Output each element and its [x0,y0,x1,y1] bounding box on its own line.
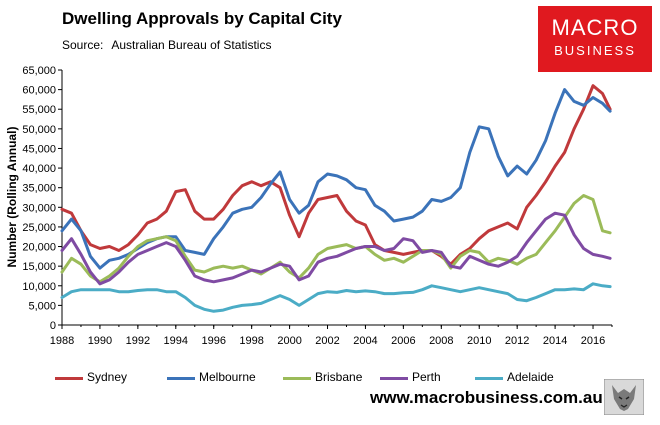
y-tick-label: 25,000 [22,222,56,234]
source-text: Australian Bureau of Statistics [111,38,272,52]
source-label: Source: [62,38,104,52]
y-tick-label: 5,000 [28,300,56,312]
y-tick-label: 20,000 [22,242,56,254]
x-tick-label: 2000 [277,335,301,347]
legend-swatch-sydney [55,377,83,380]
legend-label-melbourne: Melbourne [199,370,256,384]
x-tick-label: 2014 [543,335,567,347]
x-tick-label: 2006 [391,335,415,347]
logo-line-1: MACRO [551,15,639,40]
series-line-adelaide [60,282,612,313]
series-line-perth [60,211,612,286]
y-tick-label: 60,000 [22,85,56,97]
x-tick-label: 2008 [429,335,453,347]
y-tick-label: 35,000 [22,183,56,195]
legend-swatch-brisbane [283,377,311,380]
x-tick-label: 1998 [239,335,263,347]
legend-label-adelaide: Adelaide [507,370,554,384]
legend-swatch-perth [380,377,408,380]
legend-swatch-adelaide [475,377,503,380]
y-tick-label: 15,000 [22,261,56,273]
y-tick-label: 40,000 [22,163,56,175]
x-tick-label: 1994 [164,335,188,347]
x-tick-label: 2010 [467,335,491,347]
chart-source: Source: Australian Bureau of Statistics [62,38,271,52]
y-tick-label: 10,000 [22,281,56,293]
chart-axes: 0 5,000 10,000 15,000 20,000 25,000 30,000 35,0… [22,65,613,347]
legend-label-brisbane: Brisbane [315,370,363,384]
x-tick-label: 2002 [315,335,339,347]
x-tick-label: 2004 [353,335,377,347]
legend-label-perth: Perth [412,370,441,384]
chart-title: Dwelling Approvals by Capital City [62,9,342,28]
x-tick-label: 1990 [88,335,112,347]
legend-label-sydney: Sydney [87,370,128,384]
website-url[interactable]: www.macrobusiness.com.au [370,388,603,407]
x-tick-label: 2012 [505,335,529,347]
y-tick-label: 30,000 [22,202,56,214]
y-tick-label: 0 [50,320,56,332]
x-tick-label: 1992 [126,335,150,347]
x-tick-label: 1988 [50,335,74,347]
series-line-sydney [60,84,612,266]
x-tick-label: 1996 [201,335,225,347]
y-axis-label: Number (Rolling Annual) [5,127,19,268]
y-tick-label: 55,000 [22,104,56,116]
series-line-brisbane [60,194,612,284]
wolf-logo-icon [604,379,644,415]
y-tick-label: 45,000 [22,143,56,155]
y-tick-label: 65,000 [22,65,56,77]
legend-swatch-melbourne [167,377,195,380]
x-tick-label: 2016 [581,335,605,347]
macrobusiness-logo: MACRO BUSINESS [538,6,652,72]
y-tick-label: 50,000 [22,124,56,136]
chart-series [60,84,612,313]
logo-line-2: BUSINESS [554,43,636,58]
